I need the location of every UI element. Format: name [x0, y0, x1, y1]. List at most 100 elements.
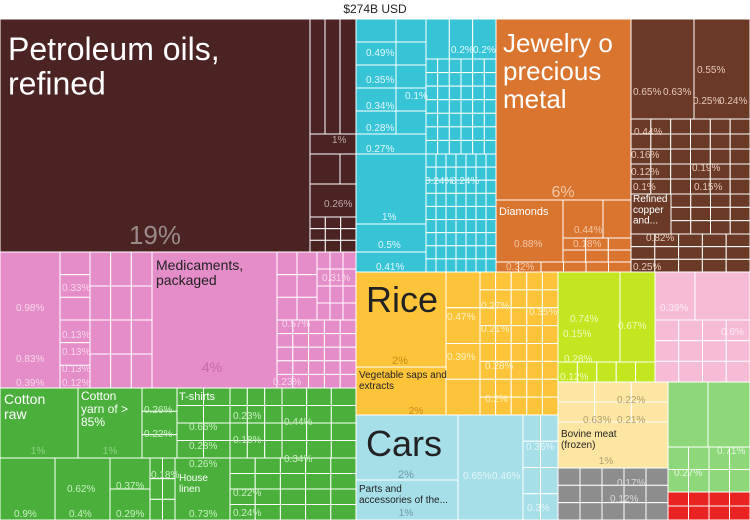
tile-424 — [109, 488, 151, 520]
tile-47 — [448, 112, 462, 128]
percent-label: 0.26% — [189, 459, 217, 470]
tile-275 — [445, 343, 481, 380]
percent-label: 0.6% — [721, 327, 744, 338]
tile-110 — [455, 258, 467, 273]
tile-84 — [435, 153, 447, 168]
tile-184 — [670, 193, 692, 208]
tile-356 — [579, 467, 603, 486]
tile-45 — [448, 85, 462, 101]
tile-427 — [149, 498, 163, 520]
percent-label: 0.23% — [273, 377, 301, 388]
tile-133 — [485, 205, 497, 221]
percent-label: 0.34% — [366, 101, 394, 112]
tile-61 — [472, 112, 485, 128]
percent-label: 0.62% — [67, 484, 95, 495]
tile-364 — [623, 502, 647, 520]
percent-label: 1% — [332, 135, 347, 146]
tile-89 — [435, 219, 447, 234]
tile-111 — [465, 153, 477, 168]
percent-label: 0.22% — [233, 488, 261, 499]
tile-53 — [460, 99, 474, 114]
tile-314 — [541, 360, 559, 380]
tile-271 — [339, 360, 357, 375]
tile-331 — [678, 360, 703, 383]
tile-115 — [465, 205, 477, 221]
tile-365 — [645, 467, 669, 486]
percent-label: 0.39% — [16, 378, 44, 389]
tile-183 — [729, 178, 750, 195]
percent-label: 0.18% — [151, 470, 179, 481]
tile-diamonds — [495, 199, 564, 263]
percent-label: 0.25% — [633, 262, 661, 273]
tile-250 — [276, 346, 294, 362]
percent-label: 0.31% — [322, 273, 350, 284]
tile-270 — [339, 346, 357, 362]
tile-440 — [279, 473, 307, 490]
tile-55 — [460, 126, 474, 141]
tile-409 — [281, 387, 308, 406]
tile-272 — [339, 373, 357, 389]
tile-337 — [725, 360, 750, 383]
value-medicaments: 4% — [202, 359, 222, 375]
tile-294 — [510, 289, 528, 309]
tile-70 — [483, 139, 497, 155]
tile-445 — [305, 488, 332, 505]
tile-7 — [309, 216, 326, 230]
tile-41 — [437, 126, 450, 141]
tile-176 — [709, 148, 731, 165]
tile-92 — [435, 258, 447, 273]
tile-430 — [162, 498, 176, 520]
tile-109 — [455, 245, 467, 260]
tile-139 — [602, 199, 632, 239]
tile-petroleum-oils — [0, 18, 311, 253]
label-vegetable-saps: Vegetable saps and extracts — [359, 370, 447, 392]
tile-256 — [292, 360, 310, 375]
percent-label: 0.36% — [526, 442, 554, 453]
tile-197 — [630, 246, 656, 260]
percent-label: 0.37% — [116, 481, 144, 492]
tile-329 — [678, 319, 703, 342]
tile-222 — [110, 251, 132, 287]
tile-273 — [445, 271, 481, 309]
tile-126 — [475, 232, 487, 247]
tile-243 — [329, 302, 344, 321]
tile-333 — [702, 340, 727, 362]
tile-369 — [707, 381, 750, 448]
tile-167 — [670, 163, 692, 180]
percent-label: 0.28% — [366, 123, 394, 134]
tile-417 — [330, 387, 357, 406]
tile-357 — [579, 484, 603, 504]
percent-label: 0.4% — [69, 509, 92, 520]
tile-25 — [395, 110, 427, 135]
percent-label: 0.18% — [233, 435, 261, 446]
tile-435 — [254, 457, 281, 474]
tile-29 — [425, 58, 439, 74]
percent-label: 0.63% — [663, 87, 691, 98]
tile-194 — [729, 206, 750, 222]
tile-125 — [475, 219, 487, 234]
tile-bovine-meat — [557, 421, 669, 469]
label-cars: Cars — [366, 423, 442, 464]
tile-281 — [479, 343, 497, 362]
percent-label: 0.35% — [366, 75, 394, 86]
tile-135 — [485, 232, 497, 247]
tile-2 — [339, 18, 357, 135]
tile-358 — [579, 502, 603, 520]
chart-title: $274B USD — [343, 2, 407, 16]
tile-22 — [395, 41, 427, 66]
tile-446 — [305, 504, 332, 520]
tile-336 — [725, 340, 750, 362]
tile-401 — [246, 387, 266, 406]
label-cotton-raw: Cotton raw — [4, 391, 45, 422]
tile-188 — [690, 206, 711, 222]
tile-366 — [645, 484, 669, 504]
percent-label: 0.12% — [560, 372, 588, 383]
tile-372 — [688, 446, 710, 470]
tile-124 — [475, 205, 487, 221]
tile-407 — [264, 422, 283, 441]
percent-label: 0.2% — [485, 394, 508, 405]
tile-318 — [619, 271, 656, 363]
tile-298 — [510, 360, 528, 380]
tile-226 — [130, 251, 153, 287]
tile-175 — [709, 133, 731, 150]
